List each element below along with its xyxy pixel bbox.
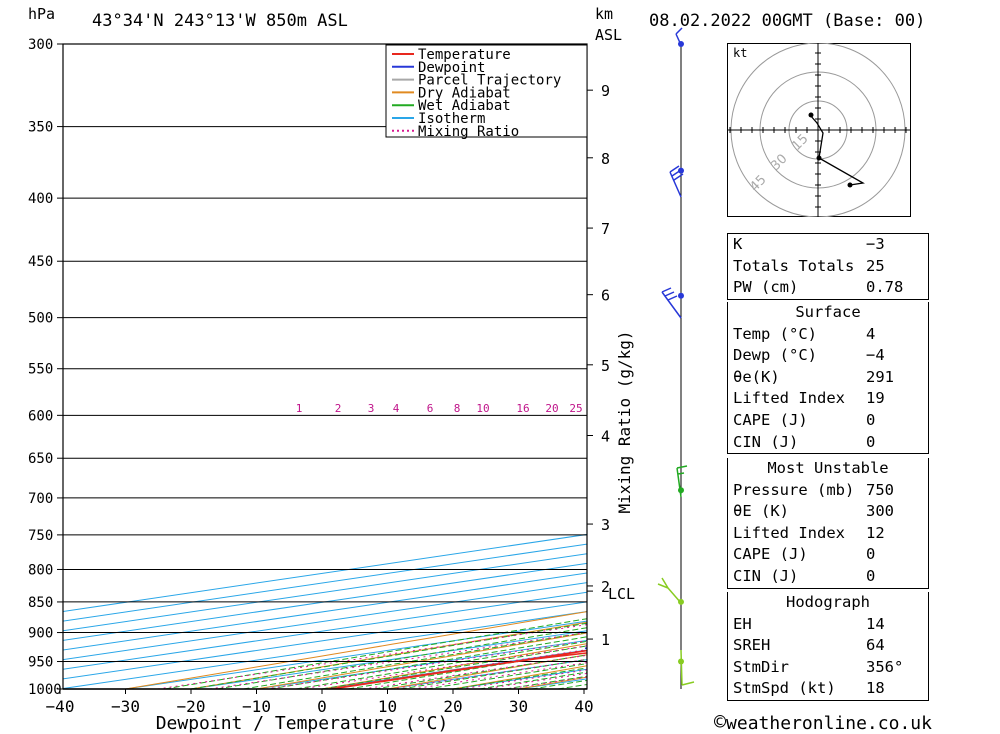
x-tick-label: 30 — [509, 697, 528, 716]
copyright: ©weatheronline.co.uk — [714, 710, 932, 734]
pressure-tick-label: 650 — [28, 451, 53, 467]
table-row: θE (K)300 — [728, 501, 928, 523]
mixing-ratio-label: 6 — [427, 402, 434, 415]
km-tick-label: 9 — [601, 82, 610, 100]
pressure-tick-label: 800 — [28, 562, 53, 578]
km-tick-label: 8 — [601, 150, 610, 168]
site-name: weatheronline.co.uk — [726, 713, 932, 734]
pressure-tick-label: 300 — [28, 37, 53, 53]
hodograph-units: kt — [733, 46, 747, 60]
km-tick-label: 5 — [601, 357, 610, 375]
pressure-tick-label: 700 — [28, 491, 53, 507]
lcl-label: LCL — [608, 585, 635, 603]
km-label: km — [595, 5, 613, 23]
wind-barb — [681, 650, 694, 685]
table-row: PW (cm)0.78 — [728, 277, 928, 299]
pressure-tick-label: 550 — [28, 362, 53, 378]
table-row: Pressure (mb)750 — [728, 480, 928, 502]
x-tick-label: −40 — [46, 697, 75, 716]
wind-level-marker — [678, 293, 684, 299]
hodograph-point — [848, 183, 853, 188]
km-tick-label: 7 — [601, 220, 610, 238]
pressure-tick-label: 750 — [28, 528, 53, 544]
surface-table: Surface Temp (°C)4 Dewp (°C)−4 θe(K)291 … — [727, 302, 929, 454]
pressure-tick-label: 350 — [28, 120, 53, 136]
table-row: θe(K)291 — [728, 367, 928, 389]
mixing-ratio-label: 4 — [393, 402, 400, 415]
pressure-tick-label: 500 — [28, 311, 53, 327]
pressure-tick-label: 600 — [28, 408, 53, 424]
datetime-title: 08.02.2022 00GMT (Base: 00) — [649, 11, 925, 31]
asl-label: ASL — [595, 26, 622, 44]
legend-label: Mixing Ratio — [418, 124, 519, 140]
wind-barb — [658, 578, 681, 603]
km-tick-label: 1 — [601, 631, 610, 649]
pressure-tick-label: 400 — [28, 191, 53, 207]
table-row: StmSpd (kt)18 — [728, 678, 928, 700]
mixing-ratio-axis-label: Mixing Ratio (g/kg) — [615, 330, 634, 513]
mixing-ratio-label: 3 — [368, 402, 375, 415]
most-unstable-table: Most Unstable Pressure (mb)750 θE (K)300… — [727, 458, 929, 589]
table-row: CAPE (J)0 — [728, 544, 928, 566]
section-title: Surface — [728, 302, 928, 324]
pressure-tick-label: 450 — [28, 254, 53, 270]
pressure-tick-label: 1000 — [28, 682, 62, 698]
mixing-ratio-label: 20 — [545, 402, 558, 415]
mixing-ratio-label: 8 — [454, 402, 461, 415]
table-row: Temp (°C)4 — [728, 324, 928, 346]
table-row: CIN (J)0 — [728, 432, 928, 454]
x-tick-label: −30 — [111, 697, 140, 716]
x-axis-label: Dewpoint / Temperature (°C) — [156, 713, 449, 733]
km-tick-label: 4 — [601, 427, 610, 445]
table-row: K−3 — [728, 234, 928, 256]
hodograph-point — [809, 113, 814, 118]
table-row: CAPE (J)0 — [728, 410, 928, 432]
pressure-tick-label: 900 — [28, 626, 53, 642]
storm-motion-marker — [817, 156, 822, 161]
hpa-label: hPa — [28, 5, 55, 23]
x-tick-label: 40 — [574, 697, 593, 716]
table-row: CIN (J)0 — [728, 566, 928, 588]
section-title: Most Unstable — [728, 458, 928, 480]
mixing-ratio-label: 2 — [335, 402, 342, 415]
mixing-ratio-label: 10 — [476, 402, 489, 415]
dry-adiabat-line — [977, 26, 1000, 689]
location-title: 43°34'N 243°13'W 850m ASL — [92, 11, 348, 31]
pressure-tick-label: 850 — [28, 595, 53, 611]
table-row: Dewp (°C)−4 — [728, 345, 928, 367]
wind-barb — [662, 288, 681, 318]
km-tick-label: 3 — [601, 516, 610, 534]
mixing-ratio-label: 1 — [296, 402, 303, 415]
mixing-ratio-label: 16 — [516, 402, 529, 415]
copyright-symbol: © — [714, 710, 726, 734]
section-title: Hodograph — [728, 592, 928, 614]
pressure-tick-label: 950 — [28, 655, 53, 671]
mixing-ratio-label: 25 — [569, 402, 582, 415]
km-tick-label: 6 — [601, 287, 610, 305]
